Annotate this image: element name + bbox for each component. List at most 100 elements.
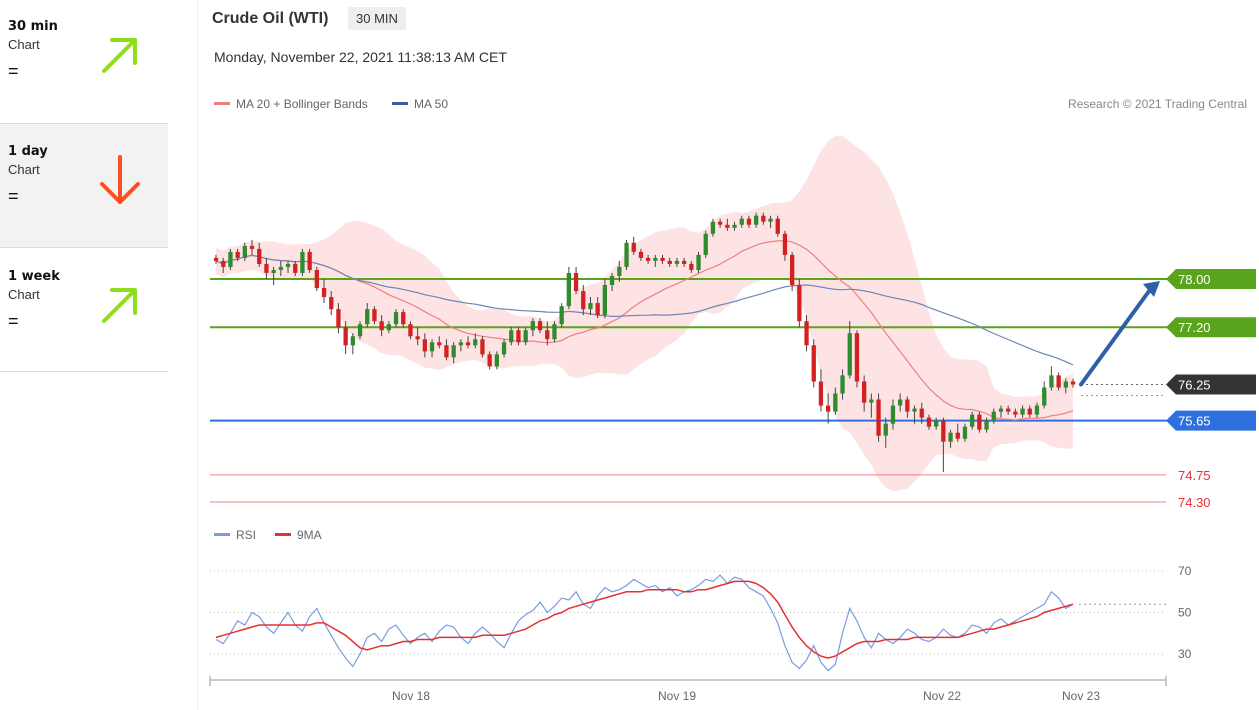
candle-body [365,309,370,325]
candle-body [984,420,989,430]
x-tick-label: Nov 18 [392,689,430,703]
candle-body [422,339,427,352]
candle-body [300,251,305,273]
candle-body [343,327,348,346]
arrow-up-right-icon [102,288,137,323]
candle-body [329,297,334,310]
candle-body [1020,408,1025,415]
legend-label: 9MA [297,528,322,542]
arrow-up-right-icon [102,38,137,73]
timeframe-eq: = [8,186,19,206]
candle-body [278,266,283,270]
candle-body [213,257,219,261]
x-tick-label: Nov 22 [923,689,961,703]
candle-body [631,242,636,252]
candle-body [862,381,867,403]
candle-body [847,333,852,376]
candle-body [703,233,708,255]
candle-body [321,288,327,297]
candle-body [480,339,485,355]
legend-label: MA 20 + Bollinger Bands [236,97,368,111]
candle-body [941,420,946,442]
candle-body [660,257,665,261]
candle-body [393,312,399,325]
candle-body [372,309,377,322]
level-label-78.00: 78.00 [1178,272,1211,287]
timeframe-label: 1 day [8,144,48,159]
level-tag-78.00 [1166,269,1256,289]
level-label-77.20: 77.20 [1178,320,1211,335]
timeframe-eq: = [8,61,19,81]
candle-body [264,263,269,273]
candle-body [638,251,644,258]
candle-body [257,248,262,264]
candle-body [890,405,896,424]
candle-body [552,324,557,340]
candle-body [1070,381,1076,385]
candle-body [509,330,514,343]
legend-label: RSI [236,528,257,542]
legend-9ma: 9MA [275,528,322,542]
candle-body [797,285,802,322]
candle-body [970,414,975,427]
candle-body [682,260,687,264]
candle-body [437,342,442,346]
arrow-down-icon [100,155,140,204]
candle-body [653,257,658,261]
candle-body [782,233,788,255]
candle-body [473,339,478,346]
rsi-tick-label: 50 [1178,606,1192,620]
candle-body [1013,411,1018,415]
timeframe-1day[interactable]: 1 day Chart = [0,124,168,248]
candle-body [840,375,845,394]
candle-body [588,303,593,310]
candle-body [790,254,795,285]
candle-body [718,221,723,225]
legend-rsi: RSI [214,528,256,542]
candle-body [869,399,874,403]
chart-credit: Research © 2021 Trading Central [1068,97,1247,111]
candle-body [573,273,579,292]
candle-body [458,342,463,346]
candle-body [962,426,968,439]
candle-body [696,254,701,270]
candle-body [739,218,744,225]
timeframe-badge[interactable]: 30 MIN [348,7,406,30]
candle-body [1063,381,1068,388]
level-tag-76.25 [1166,374,1256,395]
timeframe-sidebar: 30 min Chart = 1 day Chart = 1 week Char… [0,0,168,374]
candle-body [444,345,449,358]
timeframe-30min[interactable]: 30 min Chart = [0,0,168,124]
candle-body [559,306,564,325]
x-tick-label: Nov 23 [1062,689,1100,703]
legend-swatch [392,102,408,106]
candle-body [905,399,910,412]
candle-body [898,399,903,406]
candle-body [955,432,960,439]
candle-body [919,408,924,418]
candle-body [415,336,420,340]
candle-body [429,342,435,352]
level-tag-77.20 [1166,317,1256,338]
candle-body [624,242,629,267]
legend-swatch [275,533,291,537]
candle-body [761,215,766,222]
candle-body [357,324,363,337]
candle-body [595,303,600,316]
candle-body [1027,408,1032,415]
candle-body [998,408,1004,412]
candle-body [545,330,550,340]
candle-body [646,257,651,261]
candle-body [379,321,384,331]
panel-divider [197,0,198,710]
timeframe-1week[interactable]: 1 week Chart = [0,248,168,372]
candle-body [494,354,499,367]
candle-body [1056,375,1061,388]
level-label-74.30: 74.30 [1178,495,1211,510]
candle-body [401,312,406,325]
candle-body [609,276,615,285]
forecast-arrow [1079,285,1154,387]
candle-body [602,285,607,316]
candle-body [768,218,773,222]
